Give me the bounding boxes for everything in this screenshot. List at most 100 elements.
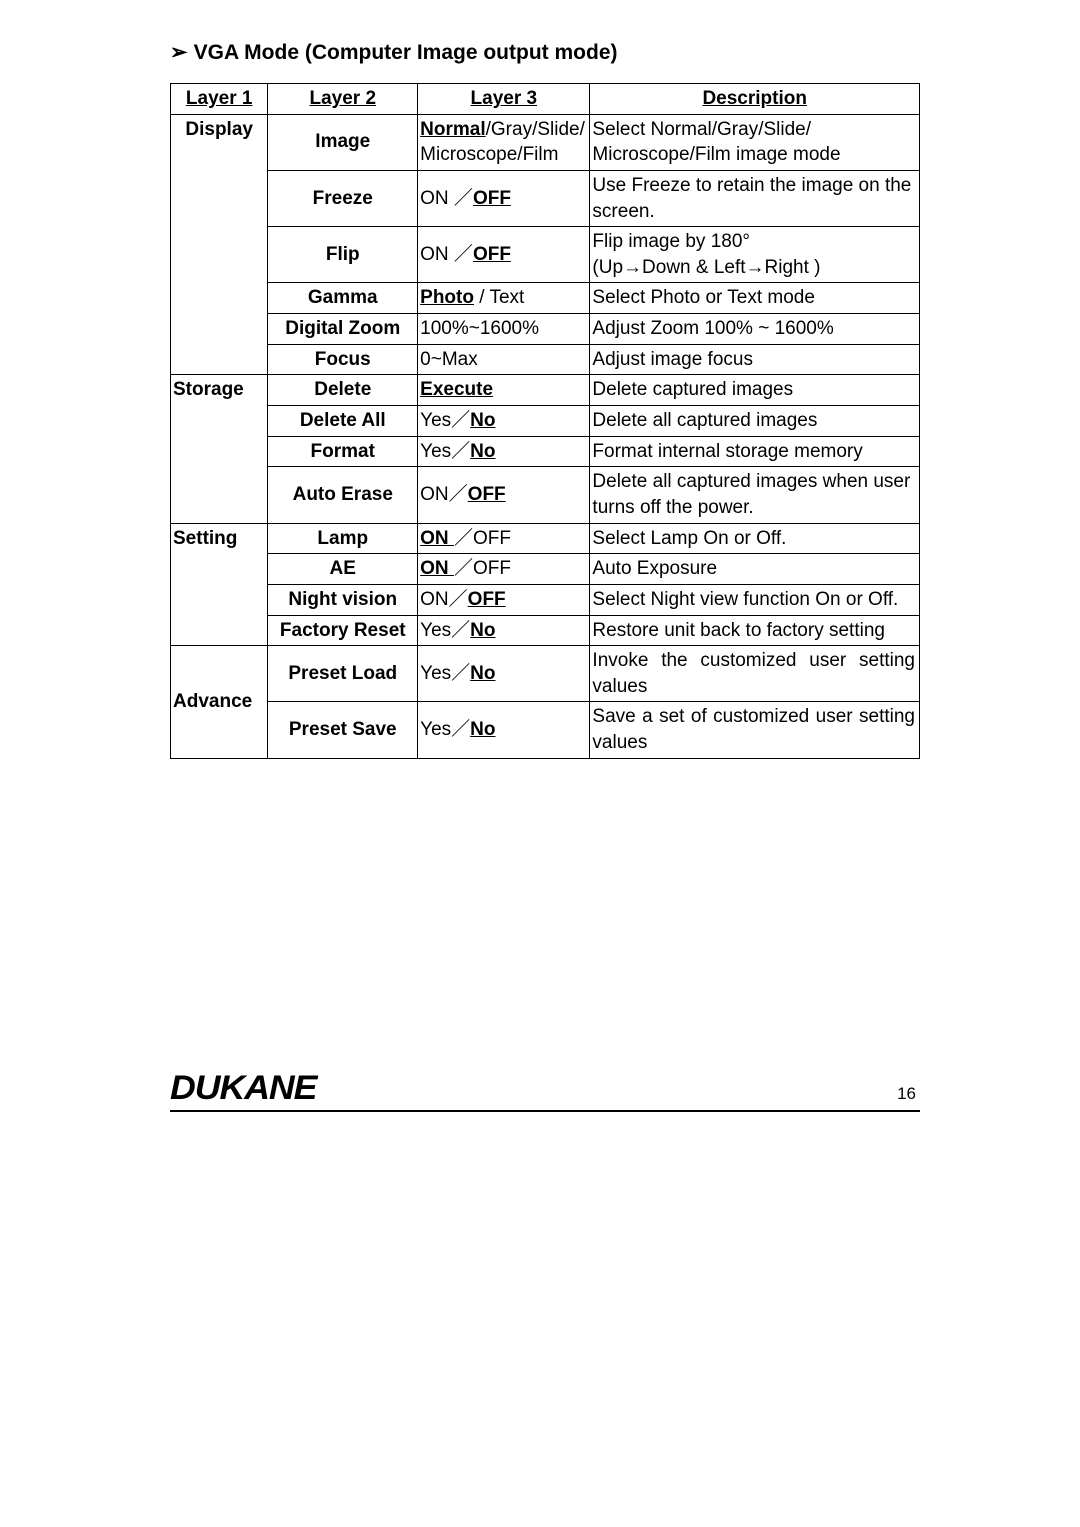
options-text: Yes／ xyxy=(420,441,470,462)
page-number: 16 xyxy=(897,1084,920,1108)
cell-l3: 100%~1600% xyxy=(418,314,590,345)
cell-desc: Auto Exposure xyxy=(590,554,920,585)
cell-l3: ON／OFF xyxy=(418,467,590,523)
default-value: OFF xyxy=(468,589,506,610)
desc-line: (Up→Down & Left→Right ) xyxy=(592,257,820,278)
options-text: Yes／ xyxy=(420,620,470,641)
default-value: Photo xyxy=(420,287,474,308)
page-footer: DUKANE 16 xyxy=(170,1069,920,1112)
group-storage: Storage xyxy=(171,375,268,523)
options-text: Yes／ xyxy=(420,410,470,431)
settings-table: Layer 1 Layer 2 Layer 3 Description Disp… xyxy=(170,83,920,759)
desc-line: Flip image by 180° xyxy=(592,231,750,252)
cell-desc: Flip image by 180° (Up→Down & Left→Right … xyxy=(590,227,920,283)
group-advance: Advance xyxy=(171,646,268,759)
col-layer2: Layer 2 xyxy=(268,84,418,115)
cell-l3: ON ／OFF xyxy=(418,523,590,554)
cell-desc: Invoke the customized user setting value… xyxy=(590,646,920,702)
cell-l3: Yes／No xyxy=(418,702,590,758)
default-value: OFF xyxy=(468,484,506,505)
table-row: Factory Reset Yes／No Restore unit back t… xyxy=(171,615,920,646)
default-value: OFF xyxy=(473,188,511,209)
cell-l3: ON ／OFF xyxy=(418,170,590,226)
cell-desc: Restore unit back to factory setting xyxy=(590,615,920,646)
cell-desc: Use Freeze to retain the image on the sc… xyxy=(590,170,920,226)
table-row: Gamma Photo / Text Select Photo or Text … xyxy=(171,283,920,314)
options-text: ON ／ xyxy=(420,188,473,209)
default-value: No xyxy=(470,620,495,641)
table-row: Format Yes／No Format internal storage me… xyxy=(171,436,920,467)
cell-desc: Adjust Zoom 100% ~ 1600% xyxy=(590,314,920,345)
cell-l3: ON ／OFF xyxy=(418,554,590,585)
options-text: ／OFF xyxy=(454,558,511,579)
table-row: AE ON ／OFF Auto Exposure xyxy=(171,554,920,585)
cell-l3: 0~Max xyxy=(418,344,590,375)
cell-l2: Factory Reset xyxy=(268,615,418,646)
cell-l3: Yes／No xyxy=(418,436,590,467)
page: ➢ VGA Mode (Computer Image output mode) L… xyxy=(0,0,1080,1152)
group-setting: Setting xyxy=(171,523,268,646)
default-value: OFF xyxy=(473,244,511,265)
table-row: Delete All Yes／No Delete all captured im… xyxy=(171,406,920,437)
default-value: No xyxy=(470,719,495,740)
cell-desc: Save a set of customized user setting va… xyxy=(590,702,920,758)
cell-desc: Select Photo or Text mode xyxy=(590,283,920,314)
cell-desc: Delete all captured images xyxy=(590,406,920,437)
options-text: Yes／ xyxy=(420,663,470,684)
table-row: Freeze ON ／OFF Use Freeze to retain the … xyxy=(171,170,920,226)
section-heading: ➢ VGA Mode (Computer Image output mode) xyxy=(170,40,920,65)
cell-l2: Night vision xyxy=(268,584,418,615)
bullet-arrow-icon: ➢ xyxy=(170,41,188,64)
cell-desc: Delete captured images xyxy=(590,375,920,406)
options-text: ON ／ xyxy=(420,244,473,265)
cell-desc: Select Lamp On or Off. xyxy=(590,523,920,554)
cell-l2: Image xyxy=(268,114,418,170)
cell-l3: Photo / Text xyxy=(418,283,590,314)
table-header-row: Layer 1 Layer 2 Layer 3 Description xyxy=(171,84,920,115)
cell-desc: Delete all captured images when user tur… xyxy=(590,467,920,523)
col-layer1: Layer 1 xyxy=(171,84,268,115)
table-row: Display Image Normal/Gray/Slide/ Microsc… xyxy=(171,114,920,170)
table-row: Storage Delete Execute Delete captured i… xyxy=(171,375,920,406)
cell-l2: Focus xyxy=(268,344,418,375)
cell-desc: Adjust image focus xyxy=(590,344,920,375)
cell-l2: Auto Erase xyxy=(268,467,418,523)
default-value: ON xyxy=(420,558,454,579)
heading-text: VGA Mode (Computer Image output mode) xyxy=(194,41,618,64)
table-row: Flip ON ／OFF Flip image by 180° (Up→Down … xyxy=(171,227,920,283)
default-value: No xyxy=(470,441,495,462)
default-value: ON xyxy=(420,528,454,549)
default-value: Normal xyxy=(420,119,485,140)
table-row: Digital Zoom 100%~1600% Adjust Zoom 100%… xyxy=(171,314,920,345)
cell-l3: Normal/Gray/Slide/ Microscope/Film xyxy=(418,114,590,170)
default-value: No xyxy=(470,663,495,684)
options-text: / Text xyxy=(474,287,524,308)
cell-l3: Yes／No xyxy=(418,646,590,702)
cell-l2: Delete All xyxy=(268,406,418,437)
cell-l2: Delete xyxy=(268,375,418,406)
default-value: No xyxy=(470,410,495,431)
default-value: Execute xyxy=(420,379,493,400)
col-description: Description xyxy=(590,84,920,115)
group-display: Display xyxy=(171,114,268,375)
cell-l2: Flip xyxy=(268,227,418,283)
cell-l2: Freeze xyxy=(268,170,418,226)
cell-l2: Digital Zoom xyxy=(268,314,418,345)
brand-logo: DUKANE xyxy=(170,1069,316,1108)
cell-l2: Preset Save xyxy=(268,702,418,758)
cell-desc: Select Night view function On or Off. xyxy=(590,584,920,615)
cell-l3: ON／OFF xyxy=(418,584,590,615)
options-text: ／OFF xyxy=(454,528,511,549)
cell-desc: Select Normal/Gray/Slide/ Microscope/Fil… xyxy=(590,114,920,170)
col-layer3: Layer 3 xyxy=(418,84,590,115)
table-row: Setting Lamp ON ／OFF Select Lamp On or O… xyxy=(171,523,920,554)
table-row: Auto Erase ON／OFF Delete all captured im… xyxy=(171,467,920,523)
table-row: Night vision ON／OFF Select Night view fu… xyxy=(171,584,920,615)
table-row: Preset Save Yes／No Save a set of customi… xyxy=(171,702,920,758)
cell-l2: Preset Load xyxy=(268,646,418,702)
cell-l3: Yes／No xyxy=(418,406,590,437)
table-row: Advance Preset Load Yes／No Invoke the cu… xyxy=(171,646,920,702)
options-text: ON／ xyxy=(420,484,468,505)
options-text: Yes／ xyxy=(420,719,470,740)
cell-l2: Format xyxy=(268,436,418,467)
